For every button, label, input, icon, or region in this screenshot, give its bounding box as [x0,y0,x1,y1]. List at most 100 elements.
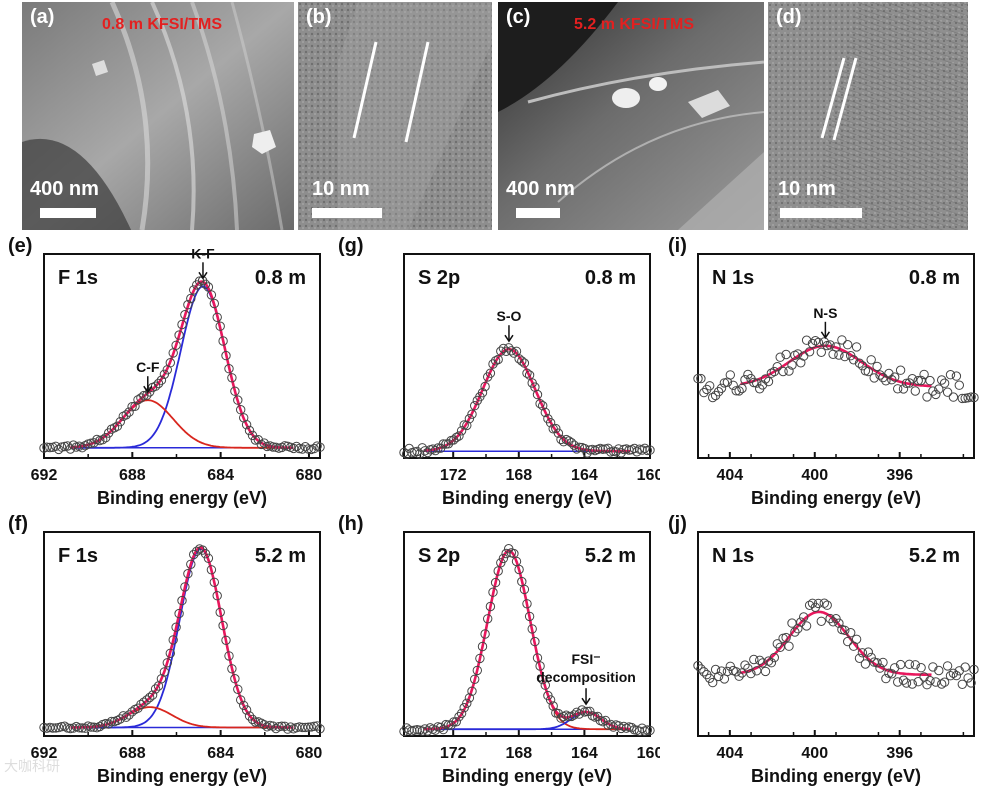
data-point [194,544,205,554]
data-point [124,710,134,720]
data-point [168,348,178,358]
data-point [174,330,184,340]
data-point [203,282,214,292]
concentration-label: 5.2 m [585,545,636,567]
data-point [496,346,506,356]
data-point [156,375,167,385]
data-point [954,666,964,676]
plot-frame [43,253,321,459]
data-point [247,430,258,441]
data-point [881,673,891,684]
data-point [898,384,909,394]
data-point [203,553,214,563]
tem-image-d: (d) 10 nm [768,2,968,230]
data-point [475,653,485,664]
data-point [180,310,190,320]
data-point [524,370,535,380]
data-point [807,338,818,349]
data-point [901,378,912,389]
data-point [910,386,921,396]
chart-title: F 1s [58,545,98,567]
data-point [89,438,99,448]
data-point [283,724,293,734]
data-point [869,657,879,667]
data-point [271,723,281,734]
data-point [247,714,258,725]
tem-texture-d [768,2,968,230]
chart-title: N 1s [712,267,754,289]
fit-curve [70,546,294,729]
data-point [784,366,794,376]
data-point [860,659,871,669]
data-point [775,352,785,362]
x-axis-label: Binding energy (eV) [97,766,267,786]
data-point [150,684,161,694]
data-point [65,444,76,454]
data-point [934,384,944,394]
data-point [543,414,553,424]
data-point [919,672,929,682]
data-point [825,613,835,624]
data-point [241,705,252,715]
x-tick-label: 400 [801,467,828,484]
data-point [112,421,123,431]
data-point [869,373,879,383]
data-point [224,651,234,661]
xps-chart-g: (g) 172 168 164 160 Binding energy (eV) S 2p 0.… [338,236,660,508]
data-point [548,424,558,434]
data-point [813,337,824,348]
data-point [916,663,926,673]
data-point [702,384,712,395]
data-point [159,369,170,380]
fit-curve [70,280,294,450]
data-point [942,661,953,671]
data-point [501,346,511,357]
data-point [757,658,768,668]
data-point [963,673,973,683]
data-point [218,336,228,346]
data-point [843,636,853,647]
data-point [127,707,137,717]
data-point [752,666,762,676]
concentration-label: 0.8 m [255,267,306,289]
data-point [945,370,956,380]
data-point [922,392,932,402]
plot-frame [403,531,651,737]
x-tick-label: 396 [886,745,913,762]
data-point [931,677,941,687]
chart-title: S 2p [418,545,460,567]
data-point [574,442,585,453]
data-point [807,598,818,609]
data-point [218,620,228,631]
data-point [928,386,938,396]
data-point [477,641,488,652]
data-point [901,678,912,688]
data-point [504,544,514,554]
data-point [280,721,290,732]
data-point [221,635,231,646]
data-point [840,351,850,362]
data-point [92,723,102,733]
panel-label: (j) [668,513,687,535]
x-tick-label: 404 [716,745,743,762]
x-tick-label: 168 [505,467,532,484]
data-point [834,350,844,360]
data-point [511,346,522,357]
data-point [454,712,464,722]
data-point [209,577,220,588]
annotation-label: N-S [813,305,837,321]
chart-title: N 1s [712,545,754,567]
data-point [265,441,275,451]
data-point [470,401,480,411]
data-point [822,600,832,610]
data-point [804,600,815,611]
data-point [866,355,876,365]
data-point [907,679,918,689]
x-tick-label: 680 [296,745,323,762]
data-point [796,617,806,627]
data-point [480,629,490,639]
data-point [312,441,322,451]
data-point [118,411,129,422]
data-point [951,670,962,681]
xps-chart-f: (f) 692 688 684 680 Binding energy (eV) F 1s 5.… [8,513,325,786]
